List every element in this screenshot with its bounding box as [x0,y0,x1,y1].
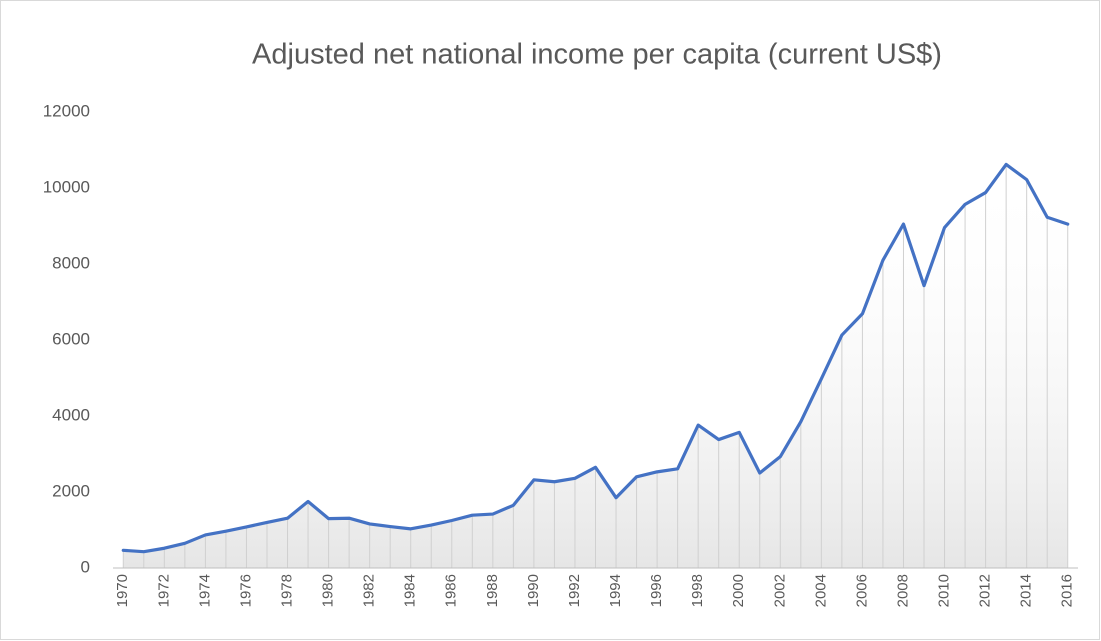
x-tick-label: 1972 [155,574,172,607]
x-tick-label: 2014 [1018,574,1035,607]
x-tick-label: 2006 [853,574,870,607]
y-tick-label: 2000 [52,481,90,500]
y-tick-label: 6000 [52,329,90,348]
x-tick-label: 1992 [566,574,583,607]
y-tick-label: 12000 [43,101,90,120]
y-tick-label: 0 [81,557,90,576]
x-tick-label: 1996 [648,574,665,607]
x-tick-label: 1990 [525,574,542,607]
y-tick-label: 4000 [52,405,90,424]
area [123,164,1068,568]
line [121,162,1070,554]
chart-title: Adjusted net national income per capita … [252,39,942,71]
x-tick-label: 1970 [114,574,131,607]
x-tick-label: 1984 [402,574,419,607]
x-tick-label: 1998 [689,574,706,607]
x-tick-label: 1988 [484,574,501,607]
x-tick-label: 1982 [361,574,378,607]
x-tick-label: 1976 [237,574,254,607]
x-tick-label: 1980 [320,574,337,607]
y-tick-label: 10000 [43,177,90,196]
x-tick-label: 1978 [278,574,295,607]
x-tick-label: 2016 [1059,574,1076,607]
x-tick-label: 2010 [936,574,953,607]
x-tick-label: 2000 [730,574,747,607]
x-tick-label: 2012 [977,574,994,607]
x-tick-label: 1994 [607,574,624,607]
x-tick-label: 1974 [196,574,213,607]
x-tick-label: 2008 [894,574,911,607]
x-tick-label: 1986 [443,574,460,607]
y-tick-label: 8000 [52,253,90,272]
x-tick-label: 2002 [771,574,788,607]
x-tick-label: 2004 [812,574,829,607]
